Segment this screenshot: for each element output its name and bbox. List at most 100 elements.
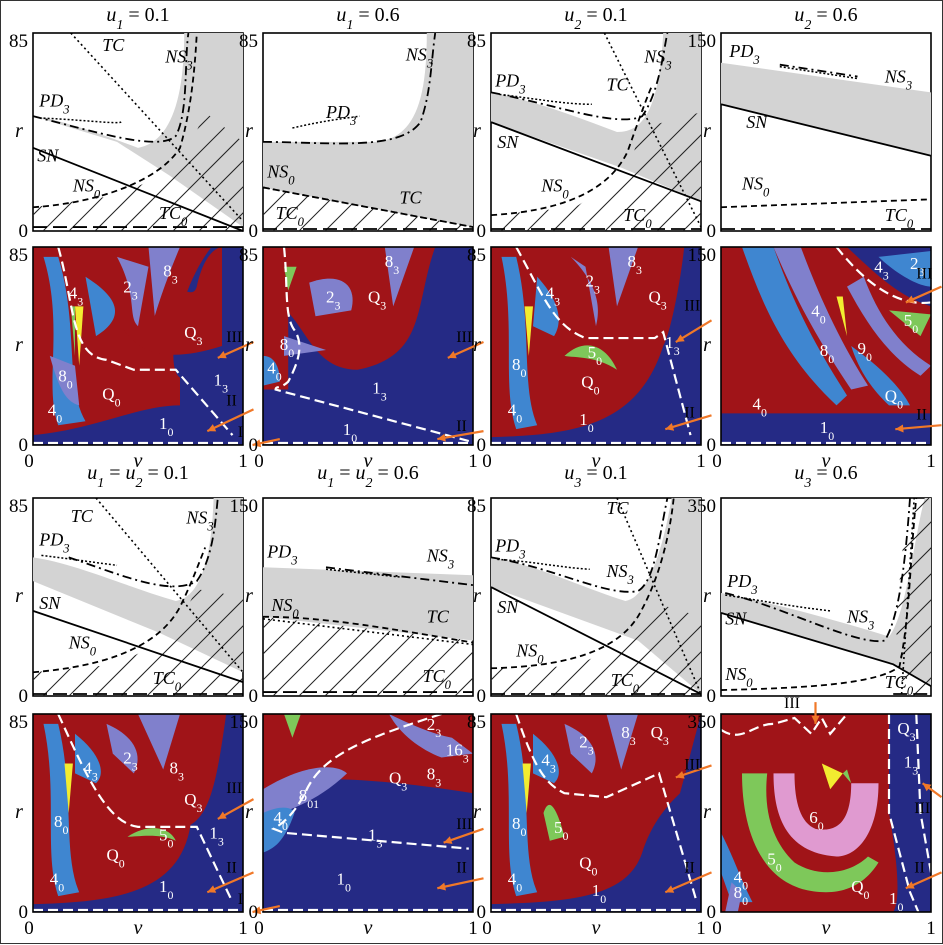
- panel-title: u1 = u2 = 0.1: [87, 462, 189, 491]
- ns3-curve: [32, 32, 190, 143]
- hatch-line: [604, 600, 701, 696]
- ns3-label: NS3: [405, 45, 433, 71]
- hatch-line: [198, 589, 243, 696]
- hatch-region: [263, 616, 473, 696]
- tc0-label: TC0: [885, 672, 914, 698]
- panel-title: u2 = 0.6: [794, 4, 857, 33]
- hatch-line: [428, 616, 473, 696]
- hatch-line: [552, 600, 701, 696]
- region-lavender: [138, 714, 180, 770]
- pd3-label: PD3: [38, 90, 69, 116]
- region-label: 50: [588, 343, 603, 368]
- tc-label: TC: [400, 187, 423, 207]
- region-lavender: [148, 247, 180, 317]
- y-tick-zero: 0: [249, 221, 259, 242]
- gray-region: [263, 33, 473, 228]
- region-yellow: [821, 763, 843, 790]
- region-lavender: [49, 355, 80, 406]
- sn-label: SN: [37, 146, 59, 166]
- y-axis-label: r: [703, 801, 711, 823]
- region-yellow: [524, 306, 533, 356]
- region-label: 10: [159, 877, 174, 902]
- y-tick-max: 85: [239, 245, 258, 266]
- hatch-line: [272, 187, 472, 231]
- x-axis-label: v: [134, 450, 143, 472]
- region-label: Q0: [102, 384, 120, 409]
- hatch-line: [263, 187, 446, 231]
- y-tick-zero: 0: [477, 221, 487, 242]
- arrow-head: [895, 424, 904, 433]
- region-label: 13: [214, 371, 229, 396]
- x-tick-one: 1: [468, 918, 478, 939]
- hatch-line: [630, 112, 701, 231]
- region-label: 40: [753, 394, 768, 419]
- hatch-line: [146, 589, 243, 696]
- tc0-label: TC0: [159, 203, 188, 229]
- tc-label: TC: [607, 498, 630, 518]
- boundary-marker: III: [226, 329, 242, 346]
- arrow-head: [905, 881, 915, 889]
- arrow-head: [675, 771, 685, 779]
- ns0-label: NS0: [515, 640, 544, 666]
- ns3-curve: [68, 497, 219, 588]
- plot-frame: [490, 713, 702, 913]
- y-axis-label: r: [245, 585, 253, 607]
- ns0-curve: [32, 32, 198, 209]
- y-tick-max: 350: [688, 712, 717, 733]
- ns3-curve: [490, 497, 669, 593]
- x-tick-zero: 0: [24, 451, 34, 472]
- y-tick-zero: 0: [707, 435, 717, 456]
- x-axis-label: v: [592, 450, 601, 472]
- y-axis-label: r: [473, 801, 481, 823]
- region-label: 23: [123, 278, 138, 303]
- boundary-marker: II: [684, 859, 695, 876]
- hatch-line: [94, 589, 243, 696]
- region-lavender: [106, 723, 138, 774]
- arrow-head: [443, 836, 453, 844]
- region-label: 40: [48, 400, 63, 425]
- region-lavender: [564, 723, 596, 774]
- hatch-line: [120, 589, 243, 696]
- region-green: [70, 306, 75, 356]
- region-yellow: [64, 763, 73, 813]
- gray-region: [263, 567, 473, 641]
- tc-curve: [616, 497, 702, 695]
- arrow-head: [665, 885, 675, 893]
- region-label: 23: [123, 749, 138, 774]
- tc0-label: TC0: [623, 205, 652, 231]
- pd3-curve: [779, 65, 858, 80]
- region-label: 40: [811, 301, 826, 326]
- panel-title: u3 = 0.6: [794, 462, 857, 491]
- panel-title-text: u2 = 0.1: [564, 4, 627, 33]
- y-tick-zero: 0: [477, 902, 487, 923]
- hatch-line: [350, 616, 473, 696]
- region-label: 801: [299, 786, 319, 811]
- tc0-label: TC0: [276, 203, 305, 229]
- region-label: Q3: [389, 768, 407, 793]
- ns0-label: NS0: [540, 175, 569, 201]
- region-blue: [878, 250, 931, 287]
- y-tick-zero: 0: [19, 221, 29, 242]
- panel-title-text: u1 = u2 = 0.6: [317, 462, 419, 491]
- panel-title: u1 = 0.1: [106, 4, 169, 33]
- pd3-curve: [292, 115, 360, 129]
- region-label: 83: [170, 758, 185, 783]
- ns3-label: NS3: [185, 508, 213, 534]
- panel-title: u1 = u2 = 0.6: [317, 462, 419, 491]
- ns3-curve: [724, 497, 911, 643]
- y-tick-max: 85: [239, 31, 258, 52]
- panel-title: u1 = 0.6: [336, 4, 399, 33]
- hatch-line: [656, 600, 701, 696]
- region-blue: [43, 723, 80, 897]
- region-label: 43: [546, 283, 561, 308]
- x-tick-zero: 0: [712, 451, 722, 472]
- x-axis-label: v: [592, 917, 601, 939]
- region-label: 40: [274, 808, 289, 833]
- pd3-label: PD3: [38, 530, 69, 556]
- region-label: Q0: [885, 386, 903, 411]
- sn-label: SN: [497, 132, 519, 152]
- ns3-curve: [262, 32, 437, 145]
- arrow-head: [811, 715, 820, 724]
